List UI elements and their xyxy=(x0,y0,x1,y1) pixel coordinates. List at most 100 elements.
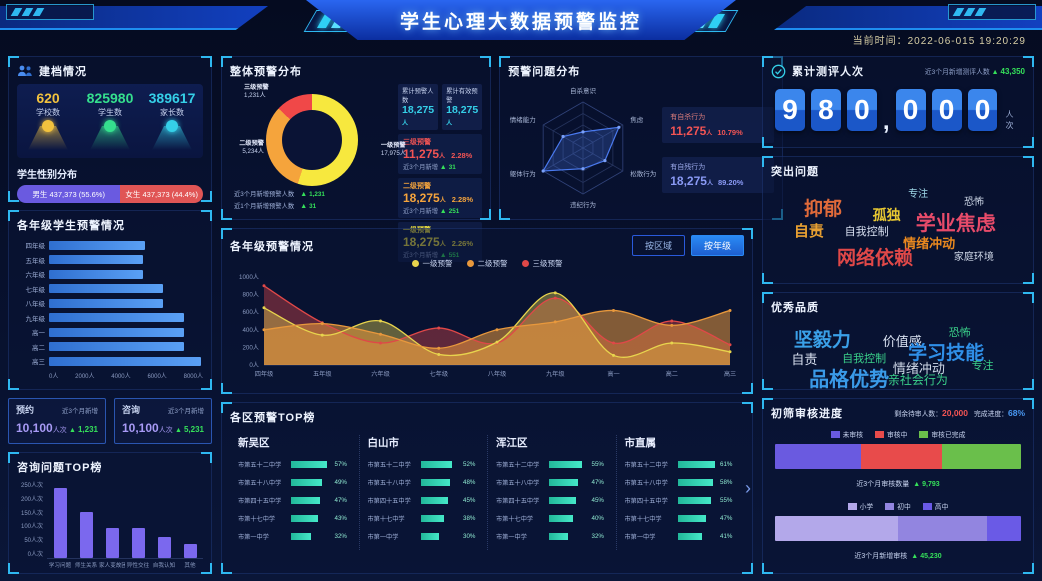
y-axis-tick: 600人 xyxy=(242,309,259,316)
legend-swatch xyxy=(847,502,857,510)
school-percent: 32% xyxy=(334,533,347,540)
bar-track xyxy=(49,298,203,308)
bar-fill xyxy=(49,298,163,308)
bar-column xyxy=(99,480,125,558)
axis-tick: 0人 xyxy=(49,373,59,380)
middle-column: 整体预警分布 一级预警 17,975人 二级预警 5,234人 三级预警 1,231人 累… xyxy=(221,56,784,574)
bar-fill xyxy=(49,327,184,337)
y-axis-tick: 400人 xyxy=(242,327,259,334)
box-percent: 10.79% xyxy=(717,128,743,137)
footnote: 近1个月新增预警人数31 xyxy=(234,201,325,213)
bar-category-label: 八年级 xyxy=(25,301,46,309)
next-page-chevron-icon[interactable]: › xyxy=(745,478,751,498)
school-label: 市第十七中学 xyxy=(496,516,534,523)
legend-item: 审核已完成 xyxy=(919,429,965,439)
school-label: 市第十七中学 xyxy=(367,516,405,523)
stacked-segment xyxy=(898,516,987,541)
school-percent: 58% xyxy=(720,479,733,486)
school-row: 市第四十五中学 45% xyxy=(368,496,480,505)
district-name: 白山市 xyxy=(367,437,400,449)
pedestal-ball xyxy=(104,120,116,132)
school-label: 市第五十二中学 xyxy=(624,462,668,469)
bar-category-label: 异性交往 xyxy=(126,563,150,569)
middle-top-row: 整体预警分布 一级预警 17,975人 二级预警 5,234人 三级预警 1,231人 累… xyxy=(221,56,784,262)
gender-segment: 女生 437,373 (44.4%) xyxy=(120,185,203,203)
x-axis-label: 九年级 xyxy=(546,370,565,378)
review-stage-legend: 小学 初中 高中 xyxy=(771,501,1025,511)
school-bar-track xyxy=(291,461,332,468)
review-note2-label: 近3个月新增审核 xyxy=(854,553,908,560)
appointment-value: 10,100 xyxy=(16,421,53,435)
district-column: 白山市 市第五十二中学 52% 市第五十八中学 48% 市第四十五中学 45% 市第十七中学 3… xyxy=(358,435,488,550)
school-percent: 55% xyxy=(720,497,733,504)
by-grade-button[interactable]: 按年级 xyxy=(690,235,744,256)
assess-title: 累计测评人次 xyxy=(792,66,864,78)
school-bar-fill xyxy=(291,497,321,504)
school-row: 市第五十二中学 52% xyxy=(368,460,480,469)
data-point xyxy=(262,306,266,310)
school-bar-fill xyxy=(420,461,453,468)
school-bar-fill xyxy=(677,497,711,504)
bar-category-label: 其他 xyxy=(184,563,196,569)
legend-label: 一级预警 xyxy=(422,259,453,268)
level-mini-row: 累计预警人数 18,275人 累计有效预警 18,275人 xyxy=(398,84,483,130)
pedestal-icon xyxy=(152,120,192,150)
axis-tick: 2000人 xyxy=(75,373,95,380)
cloud-word: 自我控制 xyxy=(844,226,889,239)
school-percent: 45% xyxy=(591,497,604,504)
archive-stat: 389617 家长数 xyxy=(141,84,203,158)
cloud-word: 恐怖 xyxy=(948,326,971,339)
legend-label: 小学 xyxy=(859,504,874,511)
radar-axis-line xyxy=(583,124,624,149)
by-region-button[interactable]: 按区域 xyxy=(631,235,685,256)
stacked-segment xyxy=(942,444,1021,469)
legend-swatch xyxy=(922,502,932,510)
stacked-segment xyxy=(861,444,943,469)
pedestal-icon xyxy=(28,120,68,150)
school-percent: 61% xyxy=(720,461,733,468)
radar-axis-label: 情绪能力 xyxy=(510,115,536,124)
donut-ring xyxy=(266,94,358,186)
cloud-word: 亲社会行为 xyxy=(887,373,948,388)
level-value: 11,275人 xyxy=(403,147,446,161)
bar-fill xyxy=(49,284,163,294)
pedestal-ball xyxy=(166,120,178,132)
legend-item: 未审核 xyxy=(830,429,863,439)
review-status-legend: 未审核 审核中 审核已完成 xyxy=(771,429,1025,439)
panel-archive: 建档情况 620 学校数 825980 学生数 389617 家长数 学生性别分布 男生 … xyxy=(8,56,212,203)
bar-category-label: 五年级 xyxy=(25,257,46,265)
school-bar-fill xyxy=(291,479,322,486)
school-bar-track xyxy=(549,461,589,468)
bar-fill xyxy=(183,544,197,558)
radar-axis-line xyxy=(543,147,584,172)
bar-row: 六年级 xyxy=(17,267,203,282)
bar-fill xyxy=(105,527,119,558)
level-delta: 近3个月新增 251 xyxy=(403,206,477,215)
district-column: 市直属 市第五十二中学 61% 市第五十八中学 58% 市第四十五中学 55% 市第十七中学 4… xyxy=(615,435,745,550)
bar-fill xyxy=(131,527,145,558)
bar-track xyxy=(49,356,203,366)
school-bar-fill xyxy=(420,515,444,522)
review-note2-value: 45,230 xyxy=(911,553,941,560)
level-value-row: 11,275人 2.28% xyxy=(403,147,477,161)
bar-fill xyxy=(79,512,93,558)
archive-stat-value: 389617 xyxy=(148,90,196,106)
cloud-word: 自责 xyxy=(791,352,818,367)
legend-dot xyxy=(411,260,419,267)
flip-counter: 9 8 0, 0 0 0 人次 xyxy=(775,89,1021,133)
school-label: 市第五十八中学 xyxy=(238,480,282,487)
school-label: 市第一中学 xyxy=(624,534,656,541)
bar-row: 五年级 xyxy=(17,253,203,268)
school-bar-fill xyxy=(291,515,318,522)
data-point xyxy=(553,320,557,324)
school-bar-fill xyxy=(677,515,707,522)
school-bar-fill xyxy=(677,533,703,540)
bar-category-label: 高三 xyxy=(32,359,45,367)
school-bar-track xyxy=(291,497,332,504)
header-left-endcap xyxy=(6,4,94,20)
axis-tick: 250人次 xyxy=(20,483,43,489)
bar-track xyxy=(49,327,203,337)
y-axis-tick: 1000人 xyxy=(239,274,259,281)
corner-decoration xyxy=(762,137,773,148)
